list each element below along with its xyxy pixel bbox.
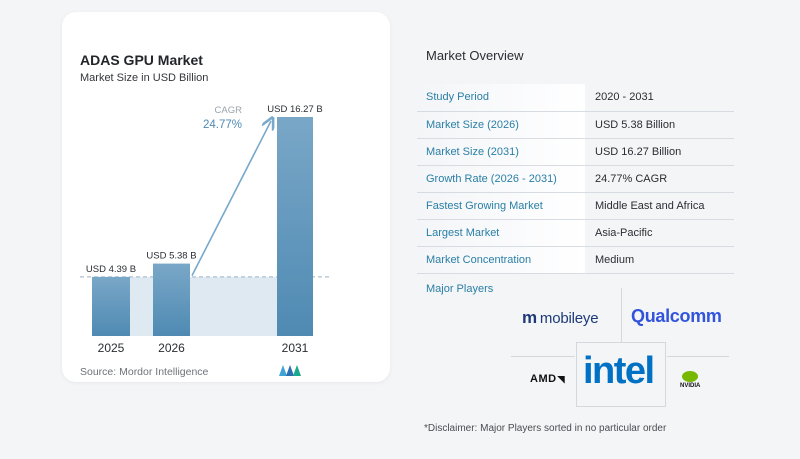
cagr-value: 24.77% <box>203 119 242 131</box>
mobileye-icon: m <box>522 308 537 327</box>
overview-label: Market Concentration <box>417 246 585 274</box>
overview-value: Asia-Pacific <box>585 219 734 247</box>
source-note: Source: Mordor Intelligence <box>80 366 209 378</box>
overview-row: Market Size (2031) USD 16.27 Billion <box>417 138 734 166</box>
players-divider <box>576 406 666 407</box>
data-label: USD 16.27 B <box>267 104 322 115</box>
nvidia-wordmark: NVIDIA <box>680 383 701 389</box>
overview-value: Middle East and Africa <box>585 192 734 220</box>
bar-2026 <box>153 263 190 336</box>
mobileye-logo: m mobileye <box>522 308 599 328</box>
amd-wordmark: AMD <box>530 373 557 385</box>
overview-label: Market Size (2026) <box>417 111 585 139</box>
overview-value: 24.77% CAGR <box>585 165 734 193</box>
amd-arrow-icon: ◥ <box>557 373 565 384</box>
players-divider <box>667 356 729 357</box>
amd-logo: AMD ◥ <box>530 373 565 385</box>
overview-row: Growth Rate (2026 - 2031) 24.77% CAGR <box>417 165 734 193</box>
x-tick-label: 2025 <box>98 341 125 355</box>
data-label: USD 5.38 B <box>146 251 196 262</box>
overview-label: Market Size (2031) <box>417 138 585 166</box>
disclaimer: *Disclaimer: Major Players sorted in no … <box>424 423 667 434</box>
qualcomm-logo: Qualcomm <box>631 306 722 326</box>
mordor-logo-icon <box>279 365 301 376</box>
bar-2025 <box>92 276 130 336</box>
overview-row: Market Concentration Medium <box>417 246 734 274</box>
nvidia-logo: NVIDIA <box>680 371 700 389</box>
overview-row: Largest Market Asia-Pacific <box>417 219 734 247</box>
overview-label: Largest Market <box>417 219 585 247</box>
overview-row: Market Size (2026) USD 5.38 Billion <box>417 111 734 139</box>
players-divider <box>511 356 575 357</box>
cagr-arrow <box>191 121 271 276</box>
players-divider <box>621 288 622 342</box>
overview-value: 2020 - 2031 <box>585 84 734 112</box>
x-tick-label: 2026 <box>158 341 185 355</box>
x-tick-label: 2031 <box>282 341 309 355</box>
intel-logo: intel <box>583 350 655 392</box>
chart-title: ADAS GPU Market <box>80 52 203 68</box>
chart-subtitle: Market Size in USD Billion <box>80 72 209 84</box>
players-title: Major Players <box>426 283 494 295</box>
players-divider <box>665 343 666 406</box>
data-label: USD 4.39 B <box>86 264 136 275</box>
players-divider <box>576 342 666 343</box>
bar-2031 <box>277 117 313 336</box>
cagr-label: CAGR <box>215 105 243 116</box>
overview-value: USD 16.27 Billion <box>585 138 734 166</box>
overview-label: Growth Rate (2026 - 2031) <box>417 165 585 193</box>
overview-table: Study Period 2020 - 2031 Market Size (2026… <box>417 84 734 274</box>
overview-value: Medium <box>585 246 734 274</box>
mobileye-wordmark: mobileye <box>539 309 599 327</box>
overview-label: Fastest Growing Market <box>417 192 585 220</box>
overview-row: Fastest Growing Market Middle East and Af… <box>417 192 734 220</box>
overview-title: Market Overview <box>426 48 524 63</box>
nvidia-eye-icon <box>682 371 699 382</box>
players-divider <box>576 343 577 406</box>
overview-row: Study Period 2020 - 2031 <box>417 84 734 112</box>
overview-value: USD 5.38 Billion <box>585 111 734 139</box>
overview-label: Study Period <box>417 84 585 112</box>
